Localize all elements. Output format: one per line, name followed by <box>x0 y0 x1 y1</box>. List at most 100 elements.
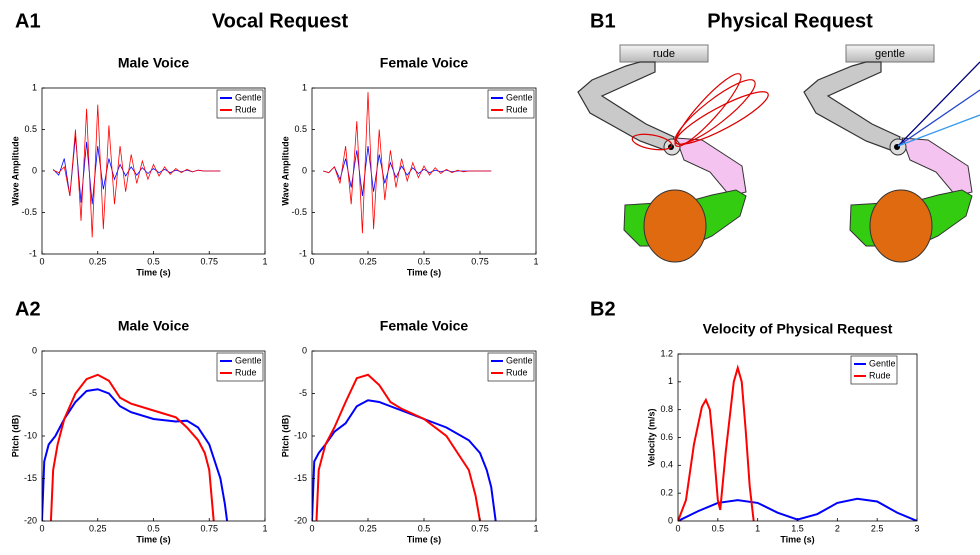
legend-label: Rude <box>869 370 891 380</box>
illustration-gentle: gentle <box>803 44 980 263</box>
y-tick-label: 1 <box>302 82 307 92</box>
heading: Physical Request <box>707 10 873 32</box>
y-tick-label: -15 <box>294 473 307 483</box>
panel-label: A1 <box>15 10 41 32</box>
x-tick-label: 3 <box>914 523 919 533</box>
legend-label: Rude <box>235 104 257 114</box>
y-tick-label: -1 <box>29 248 37 258</box>
legend-box <box>487 89 535 119</box>
legend-label: Gentle <box>235 92 262 102</box>
legend-label: Gentle <box>235 355 262 365</box>
x-tick-label: 0.75 <box>471 523 489 533</box>
y-tick-label: 0.5 <box>24 124 37 134</box>
legend-label: Rude <box>506 367 528 377</box>
legend-label: Rude <box>235 367 257 377</box>
x-tick-label: 0 <box>309 523 314 533</box>
legend-box <box>487 352 535 382</box>
chart-title: Male Voice <box>118 55 190 71</box>
series-line <box>315 373 481 521</box>
series-line <box>323 92 492 234</box>
y-tick-label: -15 <box>24 473 37 483</box>
y-tick-label: 0.2 <box>660 488 673 498</box>
panel-label: A2 <box>15 298 41 320</box>
x-tick-label: 1.5 <box>791 523 804 533</box>
chart-title: Female Voice <box>380 318 469 334</box>
legend-box <box>850 355 898 385</box>
y-tick-label: -1 <box>299 248 307 258</box>
x-tick-label: 1 <box>262 256 267 266</box>
chart-title: Velocity of Physical Request <box>703 321 893 337</box>
x-tick-label: 0 <box>39 523 44 533</box>
chart-title: Female Voice <box>380 55 469 71</box>
x-tick-label: 0 <box>39 256 44 266</box>
x-tick-label: 0.5 <box>418 523 431 533</box>
x-tick-label: 1 <box>755 523 760 533</box>
x-axis-label: Time (s) <box>407 534 441 544</box>
x-tick-label: 1 <box>262 523 267 533</box>
illustration-label: rude <box>653 48 675 60</box>
series-line <box>52 104 221 238</box>
heading: Vocal Request <box>212 10 349 32</box>
x-tick-label: 0.25 <box>359 523 377 533</box>
y-tick-label: -5 <box>29 388 37 398</box>
y-axis-label: Pitch (dB) <box>280 415 290 458</box>
y-tick-label: 0 <box>32 345 37 355</box>
y-axis-label: Velocity (m/s) <box>646 408 656 466</box>
y-tick-label: -0.5 <box>291 207 307 217</box>
y-tick-label: 1 <box>668 376 673 386</box>
x-axis-label: Time (s) <box>136 534 170 544</box>
x-tick-label: 2.5 <box>871 523 884 533</box>
x-tick-label: 0.5 <box>147 256 160 266</box>
x-tick-label: 0.25 <box>89 523 107 533</box>
y-tick-label: 1.2 <box>660 348 673 358</box>
x-tick-label: 2 <box>835 523 840 533</box>
y-tick-label: -10 <box>24 430 37 440</box>
y-axis-label: Wave Amplitude <box>10 136 20 205</box>
y-tick-label: 0 <box>32 165 37 175</box>
y-tick-label: -20 <box>24 515 37 525</box>
x-tick-label: 0.25 <box>89 256 107 266</box>
y-tick-label: -0.5 <box>21 207 37 217</box>
y-tick-label: 0 <box>668 515 673 525</box>
series-line <box>42 388 229 521</box>
x-tick-label: 1 <box>533 256 538 266</box>
y-tick-label: 0.8 <box>660 404 673 414</box>
y-tick-label: 0.5 <box>294 124 307 134</box>
x-axis-label: Time (s) <box>407 267 441 277</box>
x-tick-label: 0.5 <box>147 523 160 533</box>
legend-label: Rude <box>506 104 528 114</box>
x-tick-label: 0.25 <box>359 256 377 266</box>
panel-label: B2 <box>590 298 616 320</box>
y-tick-label: -10 <box>294 430 307 440</box>
x-axis-label: Time (s) <box>136 267 170 277</box>
y-tick-label: 0.4 <box>660 460 673 470</box>
legend-label: Gentle <box>506 355 533 365</box>
y-axis-label: Wave Amplitude <box>280 136 290 205</box>
x-tick-label: 0.75 <box>471 256 489 266</box>
x-tick-label: 0.5 <box>712 523 725 533</box>
legend-label: Gentle <box>869 358 896 368</box>
panel-label: B1 <box>590 10 616 32</box>
y-tick-label: -5 <box>299 388 307 398</box>
y-tick-label: 0 <box>302 345 307 355</box>
illustration-label: gentle <box>875 48 905 60</box>
y-tick-label: 0 <box>302 165 307 175</box>
illustration-rude: rude <box>577 44 769 263</box>
x-tick-label: 0 <box>675 523 680 533</box>
x-tick-label: 0 <box>309 256 314 266</box>
legend-box <box>216 89 264 119</box>
x-tick-label: 0.75 <box>200 523 218 533</box>
series-line <box>49 373 215 521</box>
y-axis-label: Pitch (dB) <box>10 415 20 458</box>
legend-label: Gentle <box>506 92 533 102</box>
y-tick-label: 0.6 <box>660 432 673 442</box>
series-line <box>678 364 755 521</box>
x-tick-label: 0.75 <box>200 256 218 266</box>
x-axis-label: Time (s) <box>780 534 814 544</box>
chart-title: Male Voice <box>118 318 190 334</box>
y-tick-label: -20 <box>294 515 307 525</box>
y-tick-label: 1 <box>32 82 37 92</box>
series-line <box>323 146 492 196</box>
x-tick-label: 0.5 <box>418 256 431 266</box>
